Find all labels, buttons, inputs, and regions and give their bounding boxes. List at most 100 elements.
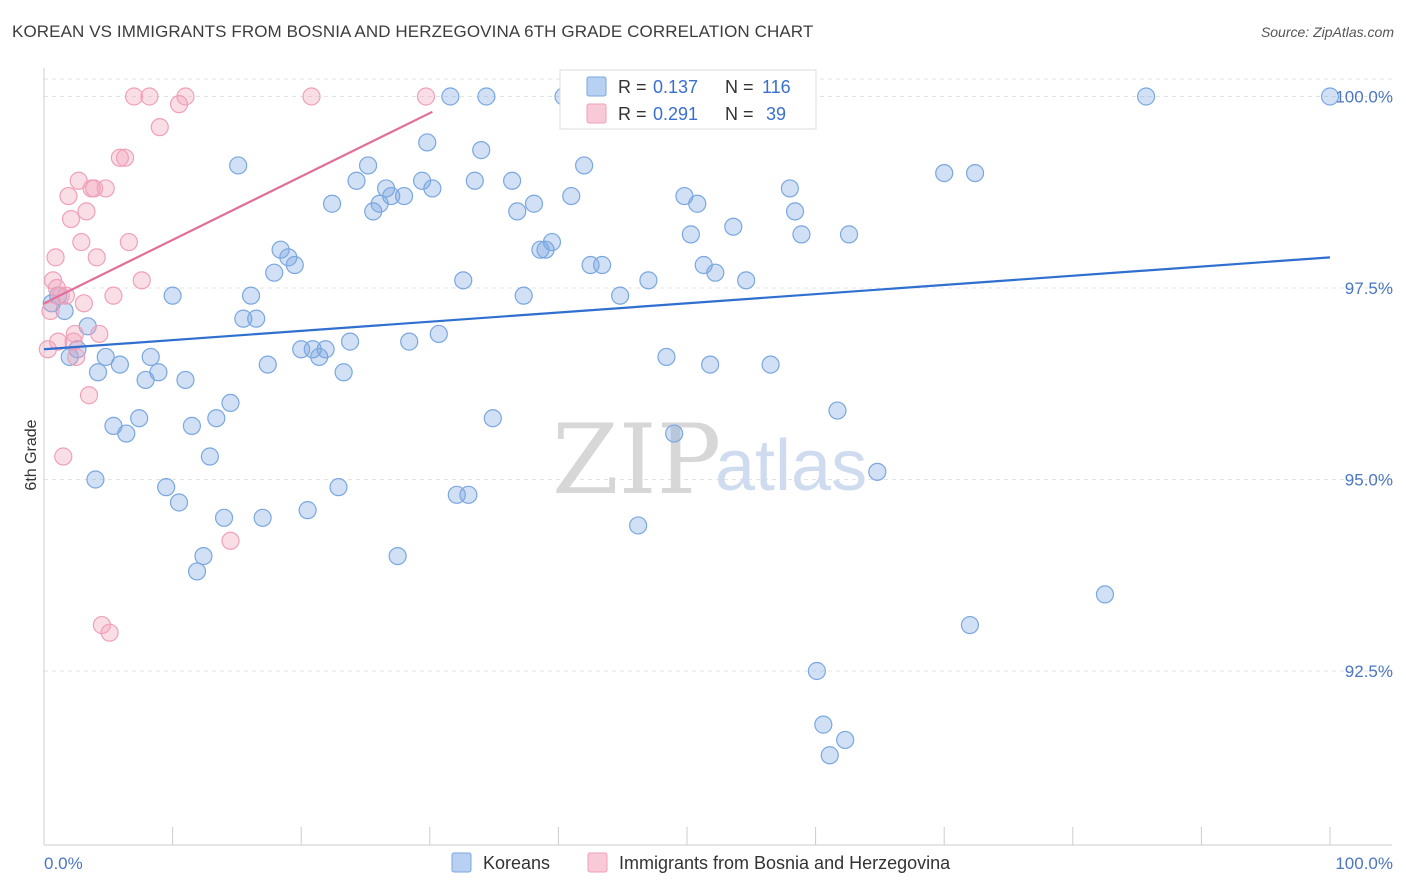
- y-tick-labels: 92.5% 95.0% 97.5% 100.0%: [1335, 88, 1393, 682]
- y-tick-label-1: 95.0%: [1345, 471, 1393, 490]
- axes: [43, 68, 1392, 846]
- korean-point-51: [382, 186, 401, 206]
- stats-r-value-koreans: 0.137: [653, 77, 698, 97]
- korean-point-64: [472, 141, 491, 160]
- x-tick-label-min: 0.0%: [44, 854, 83, 873]
- korean-point-18: [169, 493, 189, 512]
- korean-point-53: [394, 186, 414, 206]
- y-tick-label-3: 100.0%: [1335, 88, 1393, 107]
- bosnia-point-9: [61, 209, 81, 229]
- korean-point-89: [724, 217, 743, 236]
- korean-point-104: [960, 615, 980, 635]
- korean-point-67: [503, 171, 522, 190]
- bosnia-point-20: [90, 324, 109, 344]
- korean-point-22: [194, 546, 213, 566]
- korean-point-45: [340, 332, 360, 351]
- korean-point-85: [688, 194, 707, 213]
- korean-point-55: [412, 171, 432, 190]
- bosnia-point-38: [65, 324, 84, 344]
- korean-point-32: [258, 355, 277, 374]
- korean-point-94: [785, 202, 805, 221]
- korean-point-26: [221, 393, 240, 412]
- korean-point-19: [176, 370, 195, 390]
- stats-n-value-koreans: 116: [762, 77, 791, 97]
- korean-point-76: [575, 156, 594, 175]
- korean-point-42: [322, 194, 342, 213]
- korean-point-78: [593, 255, 612, 275]
- legend-swatch-koreans: [451, 852, 472, 873]
- stats-n-label-koreans: N =: [725, 77, 754, 97]
- chart-title: KOREAN VS IMMIGRANTS FROM BOSNIA AND HER…: [12, 22, 814, 41]
- bosnia-point-34: [221, 531, 240, 550]
- bosnia-point-11: [67, 347, 86, 367]
- korean-point-93: [780, 179, 799, 198]
- bosnia-trend-line: [43, 110, 433, 305]
- korean-point-81: [639, 271, 658, 290]
- source-label: Source: ZipAtlas.com: [1260, 24, 1394, 40]
- korean-point-21: [187, 562, 207, 581]
- korean-point-90: [737, 271, 756, 290]
- korean-point-16: [157, 478, 176, 497]
- korean-point-65: [477, 87, 496, 106]
- korean-point-99: [828, 401, 847, 420]
- korean-point-80: [629, 516, 648, 535]
- korean-point-38: [298, 501, 317, 520]
- bosnia-point-15: [77, 202, 96, 221]
- korean-point-46: [347, 171, 366, 190]
- korean-point-61: [454, 271, 473, 290]
- bosnia-point-30: [140, 87, 159, 106]
- korean-point-12: [130, 409, 149, 428]
- trend-lines: [43, 110, 1331, 351]
- korean-point-2: [55, 301, 74, 321]
- stats-legend-swatch-koreans: [586, 76, 607, 97]
- korean-point-69: [514, 286, 533, 305]
- bosnia-point-14: [74, 294, 93, 313]
- korean-point-73: [542, 232, 562, 252]
- korean-point-108: [1320, 87, 1340, 106]
- korean-point-103: [935, 164, 954, 183]
- bosnia-point-28: [124, 87, 144, 106]
- korean-point-75: [562, 186, 581, 206]
- bosnia-point-35: [302, 87, 321, 106]
- y-tick-label-2: 97.5%: [1345, 279, 1393, 298]
- korean-point-109: [665, 424, 684, 443]
- korean-point-84: [681, 225, 700, 244]
- korean-point-95: [792, 225, 811, 244]
- korean-point-59: [441, 87, 460, 106]
- korean-point-79: [611, 286, 630, 305]
- stats-legend-swatch-bosnia: [586, 103, 607, 124]
- korean-point-28: [234, 309, 253, 328]
- korean-point-44: [334, 363, 353, 382]
- korean-point-82: [657, 347, 676, 367]
- bosnia-point-26: [115, 148, 135, 167]
- korean-point-34: [271, 240, 290, 259]
- korean-point-102: [868, 462, 887, 481]
- korean-point-106: [1095, 585, 1115, 604]
- legend-label-koreans: Koreans: [483, 853, 550, 873]
- korean-point-66: [483, 409, 502, 428]
- korean-point-14: [141, 347, 160, 367]
- korean-point-105: [965, 164, 985, 183]
- korean-point-57: [423, 179, 442, 198]
- stats-n-label-bosnia: N =: [725, 104, 754, 124]
- bosnia-point-6: [54, 447, 73, 466]
- korean-point-62: [459, 485, 478, 504]
- korean-point-54: [400, 332, 419, 351]
- bosnia-point-23: [100, 623, 119, 642]
- data-points: [38, 87, 1340, 765]
- bosnia-point-33: [176, 87, 195, 106]
- stats-r-label-bosnia: R =: [618, 104, 647, 124]
- korean-point-20: [182, 416, 201, 435]
- bosnia-point-8: [59, 186, 78, 206]
- bosnia-point-19: [87, 248, 106, 267]
- korean-point-11: [117, 424, 136, 443]
- bosnia-point-22: [96, 179, 115, 198]
- bosnia-point-21: [92, 615, 111, 635]
- bosnia-point-27: [119, 232, 138, 252]
- korean-point-92: [761, 355, 780, 374]
- bosnia-point-1: [41, 301, 60, 321]
- korean-point-27: [229, 156, 248, 175]
- korean-point-17: [163, 286, 182, 305]
- korean-point-10: [110, 355, 129, 374]
